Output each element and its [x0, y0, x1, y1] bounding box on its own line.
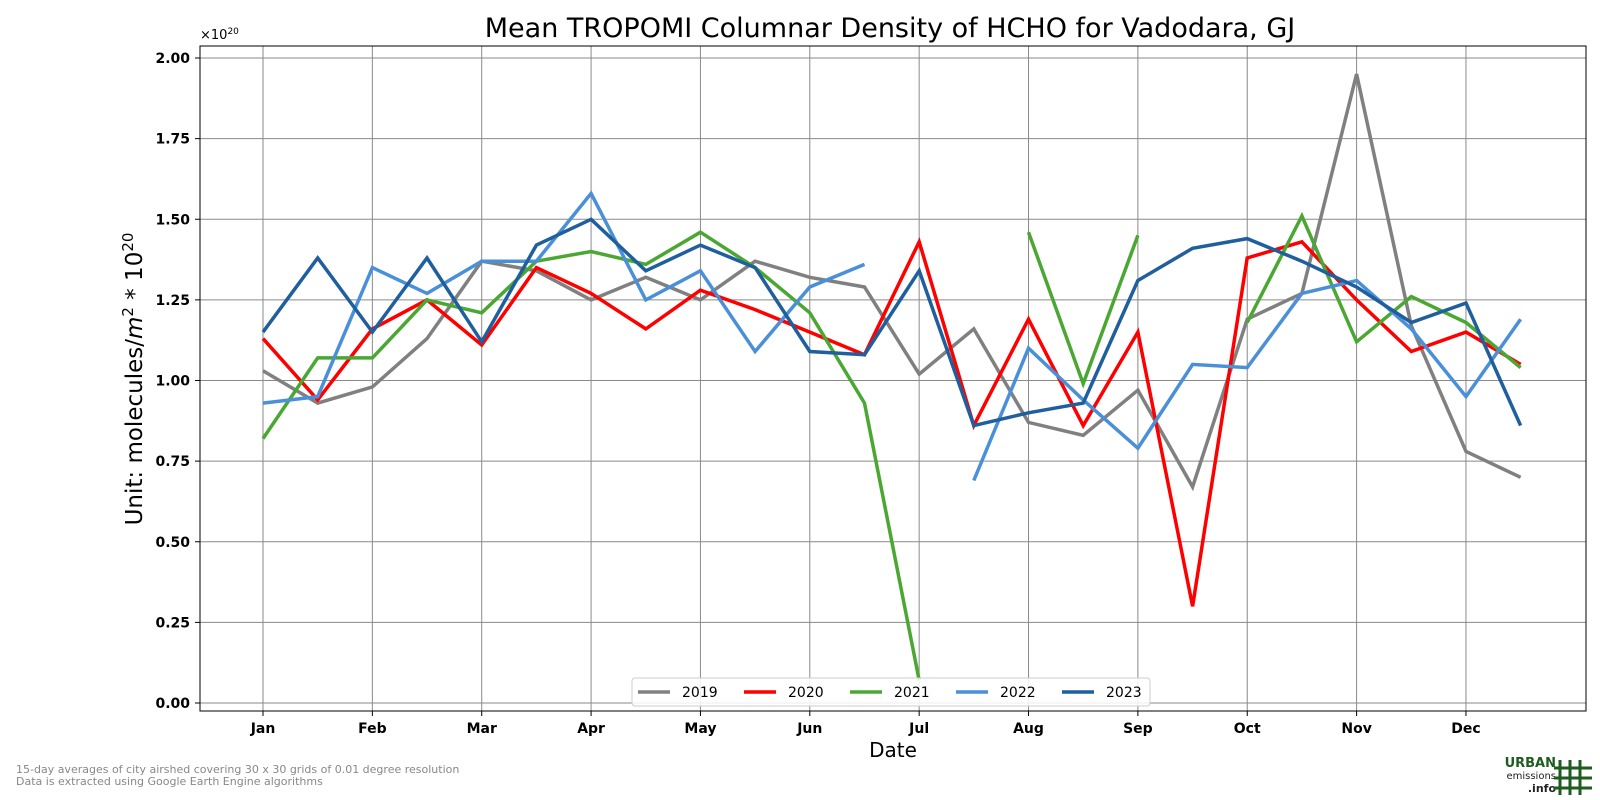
x-tick-label: Nov: [1341, 721, 1371, 737]
logo-line-emissions: emissions: [1506, 771, 1556, 782]
legend: 2019 2020 2021 2022 2023: [631, 677, 1151, 707]
legend-label-2020: 2020: [788, 685, 824, 701]
x-tick-label: Jul: [908, 721, 929, 737]
legend-label-2019: 2019: [682, 685, 718, 701]
x-tick-label: Aug: [1013, 721, 1044, 737]
y-tick-label: 1.75: [155, 132, 190, 148]
y-tick-label: 1.50: [155, 212, 190, 228]
series-lines: [261, 73, 1523, 681]
series-line-2022: [262, 190, 866, 405]
y-axis-multiplier: ×1020: [200, 27, 239, 43]
x-tick-label: Oct: [1234, 721, 1261, 737]
x-tick-label: Mar: [467, 721, 497, 737]
x-tick-label: Feb: [358, 721, 387, 737]
footnote-source: Data is extracted using Google Earth Eng…: [16, 775, 323, 788]
x-axis-ticks: Jan Feb Mar Apr May Jun Jul Aug Sep Oct Nov Dec: [250, 711, 1481, 737]
plot-frame: [199, 45, 1587, 712]
series-line-2023: [261, 217, 1523, 428]
series-line-2019: [262, 73, 1522, 492]
legend-label-2023: 2023: [1106, 685, 1142, 701]
y-tick-label: 0.75: [155, 454, 190, 470]
x-tick-label: Dec: [1451, 721, 1480, 737]
series-line-2021: [1245, 211, 1522, 369]
y-axis-ticks: 0.00 0.25 0.50 0.75 1.00 1.25 1.50 1.75 2.00: [155, 51, 200, 712]
y-tick-label: 1.25: [155, 293, 190, 309]
chart-title: Mean TROPOMI Columnar Density of HCHO fo…: [485, 13, 1295, 44]
footnote-resolution: 15-day averages of city airshed covering…: [16, 763, 460, 776]
urban-emissions-logo-icon: [1554, 760, 1592, 795]
y-tick-label: 0.25: [155, 615, 190, 631]
series-line-2021: [1026, 231, 1140, 389]
x-tick-label: Jan: [250, 721, 276, 737]
logo-line-info: .info: [1527, 782, 1556, 795]
y-tick-label: 0.50: [155, 535, 190, 551]
logo-line-urban: URBAN: [1504, 756, 1556, 771]
x-tick-label: May: [684, 721, 716, 737]
x-tick-label: Jun: [796, 721, 822, 737]
y-tick-label: 2.00: [155, 51, 190, 67]
legend-label-2021: 2021: [894, 685, 930, 701]
legend-label-2022: 2022: [1000, 685, 1036, 701]
y-tick-label: 0.00: [155, 696, 190, 712]
y-axis-label: Unit: molecules/m2 * 1020: [119, 233, 148, 526]
series-line-2022: [972, 278, 1523, 482]
logo-text: URBAN emissions .info: [1505, 757, 1556, 794]
x-tick-label: Apr: [577, 721, 605, 737]
x-axis-label: Date: [869, 738, 917, 762]
grid: [200, 46, 1586, 711]
series-line-2021: [261, 230, 921, 681]
y-tick-label: 1.00: [155, 374, 190, 390]
x-tick-label: Sep: [1123, 721, 1153, 737]
series-line-2020: [261, 236, 1522, 607]
legend-box: [631, 677, 1151, 707]
